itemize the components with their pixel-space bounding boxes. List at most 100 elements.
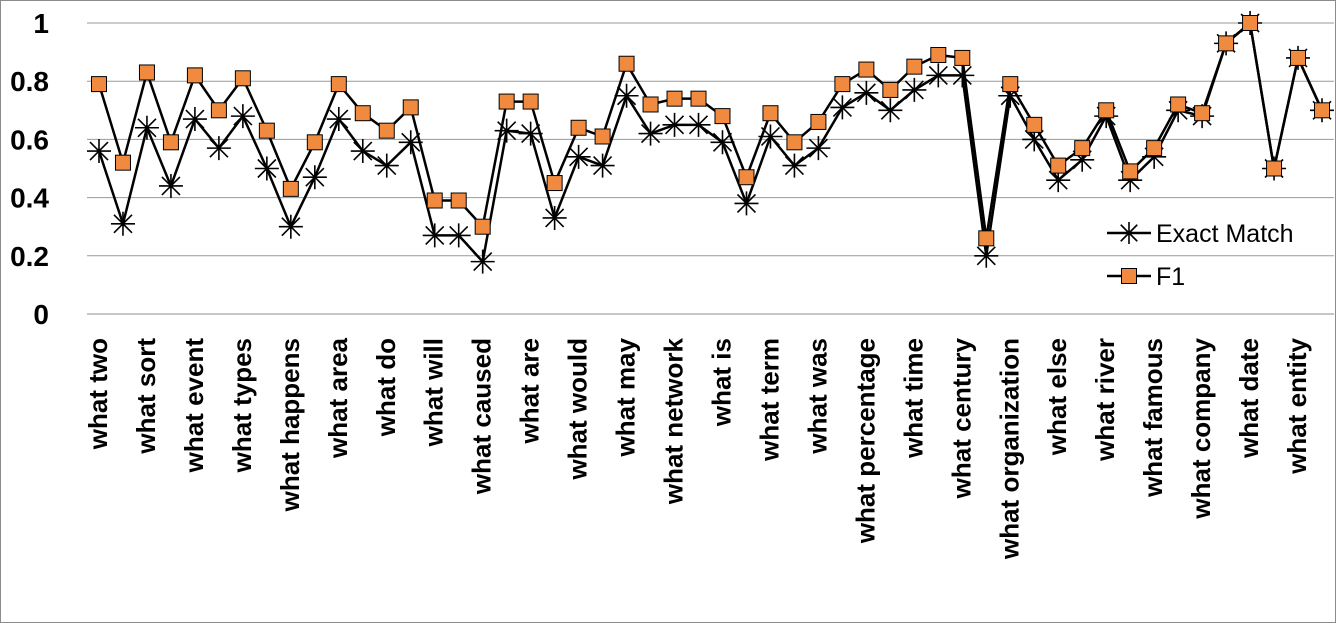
data-point-square <box>954 49 971 66</box>
data-point-square <box>1170 96 1187 113</box>
data-point-asterisk <box>110 211 135 236</box>
x-tick-label: what century <box>946 337 976 499</box>
data-point-asterisk <box>470 249 495 274</box>
data-point-square <box>498 93 515 110</box>
x-tick-label: what sort <box>131 338 161 455</box>
data-point-asterisk <box>878 98 903 123</box>
x-tick-label: what caused <box>467 338 497 495</box>
data-point-square <box>162 134 179 151</box>
data-point-asterisk <box>926 63 951 88</box>
data-point-square <box>402 99 419 116</box>
data-point-asterisk <box>950 63 975 88</box>
data-point-square <box>666 90 683 107</box>
data-point-square <box>210 102 227 119</box>
data-point-asterisk <box>758 124 783 149</box>
data-point-square <box>1146 140 1163 157</box>
x-tick-label: what else <box>1042 338 1072 456</box>
data-point-square <box>1266 160 1283 177</box>
data-point-square <box>618 55 635 72</box>
data-point-square <box>786 134 803 151</box>
data-point-square <box>1122 163 1139 180</box>
data-point-asterisk <box>782 153 807 178</box>
data-point-square <box>1002 76 1019 93</box>
data-point-asterisk <box>206 136 231 161</box>
x-tick-label: what would <box>563 338 593 481</box>
data-point-asterisk <box>158 173 183 198</box>
data-point-square <box>258 122 275 139</box>
x-tick-label: what is <box>706 338 736 427</box>
data-point-asterisk <box>542 205 567 230</box>
data-point-asterisk <box>998 83 1023 108</box>
series-f1 <box>90 15 1331 247</box>
data-point-asterisk <box>638 121 663 146</box>
data-point-square <box>234 70 251 87</box>
x-tick-label: what network <box>659 337 689 505</box>
data-point-square <box>354 105 371 122</box>
data-point-asterisk <box>686 112 711 137</box>
data-point-asterisk <box>1142 144 1167 169</box>
data-point-square <box>330 76 347 93</box>
data-point-square <box>642 96 659 113</box>
data-point-square <box>738 169 755 186</box>
data-point-asterisk <box>230 104 255 129</box>
data-point-asterisk <box>398 130 423 155</box>
y-tick-label: 1 <box>33 8 49 39</box>
data-point-square <box>906 58 923 75</box>
x-tick-label: what do <box>371 338 401 437</box>
x-tick-label: what company <box>1186 337 1216 519</box>
y-tick-label: 0.4 <box>10 183 49 214</box>
data-point-square <box>282 180 299 197</box>
x-tick-label: what area <box>323 337 353 458</box>
data-point-square <box>138 64 155 81</box>
data-point-asterisk <box>734 191 759 216</box>
legend: Exact Match F1 <box>1107 220 1294 291</box>
x-tick-label: what famous <box>1138 338 1168 498</box>
data-point-asterisk <box>1046 168 1071 193</box>
data-point-asterisk <box>374 153 399 178</box>
x-axis-ticks: what two what sort what event what types wha… <box>83 337 1312 560</box>
data-point-asterisk <box>614 83 639 108</box>
data-point-square <box>762 105 779 122</box>
x-tick-label: what happens <box>275 338 305 512</box>
data-point-square <box>714 108 731 125</box>
data-point-square <box>978 230 995 247</box>
x-tick-label: what two <box>83 338 113 450</box>
data-point-square <box>1242 15 1259 31</box>
x-tick-label: what entity <box>1282 337 1312 474</box>
series <box>86 11 1335 274</box>
data-point-square <box>546 175 563 192</box>
data-point-asterisk <box>446 223 471 248</box>
data-point-square <box>882 81 899 98</box>
data-point-asterisk <box>182 107 207 132</box>
data-point-square <box>594 128 611 145</box>
data-point-square <box>1218 35 1235 52</box>
data-point-square <box>186 67 203 84</box>
series-line <box>97 20 1324 265</box>
data-point-asterisk <box>422 223 447 248</box>
data-point-square <box>1026 116 1043 133</box>
y-tick-label: 0.6 <box>10 124 49 155</box>
data-point-asterisk <box>86 139 111 164</box>
data-point-asterisk <box>254 156 279 181</box>
x-tick-label: what percentage <box>850 338 880 544</box>
data-point-asterisk <box>278 214 303 239</box>
x-tick-label: what event <box>179 338 209 474</box>
data-point-square <box>522 93 539 110</box>
data-point-square <box>930 47 947 64</box>
data-point-square <box>858 61 875 78</box>
data-point-asterisk <box>1118 222 1140 244</box>
y-axis-ticks: 0 0.2 0.4 0.6 0.8 1 <box>10 8 49 330</box>
data-point-square <box>1050 157 1067 174</box>
data-point-square <box>378 122 395 139</box>
data-point-square <box>474 218 491 235</box>
data-point-square <box>114 154 131 171</box>
data-point-square <box>1121 268 1137 284</box>
x-tick-label: what will <box>419 338 449 447</box>
data-point-square <box>450 192 467 209</box>
x-tick-label: what organization <box>994 338 1024 560</box>
gridlines <box>87 22 1334 315</box>
data-point-asterisk <box>494 118 519 143</box>
data-point-asterisk <box>350 139 375 164</box>
data-point-square <box>810 113 827 130</box>
